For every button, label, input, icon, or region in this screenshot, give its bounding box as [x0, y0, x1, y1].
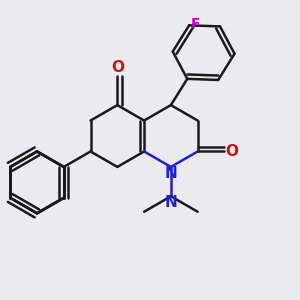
Text: N: N — [165, 195, 178, 210]
Text: F: F — [191, 17, 200, 31]
Text: O: O — [111, 60, 124, 75]
Text: N: N — [165, 166, 178, 181]
Text: O: O — [226, 144, 239, 159]
